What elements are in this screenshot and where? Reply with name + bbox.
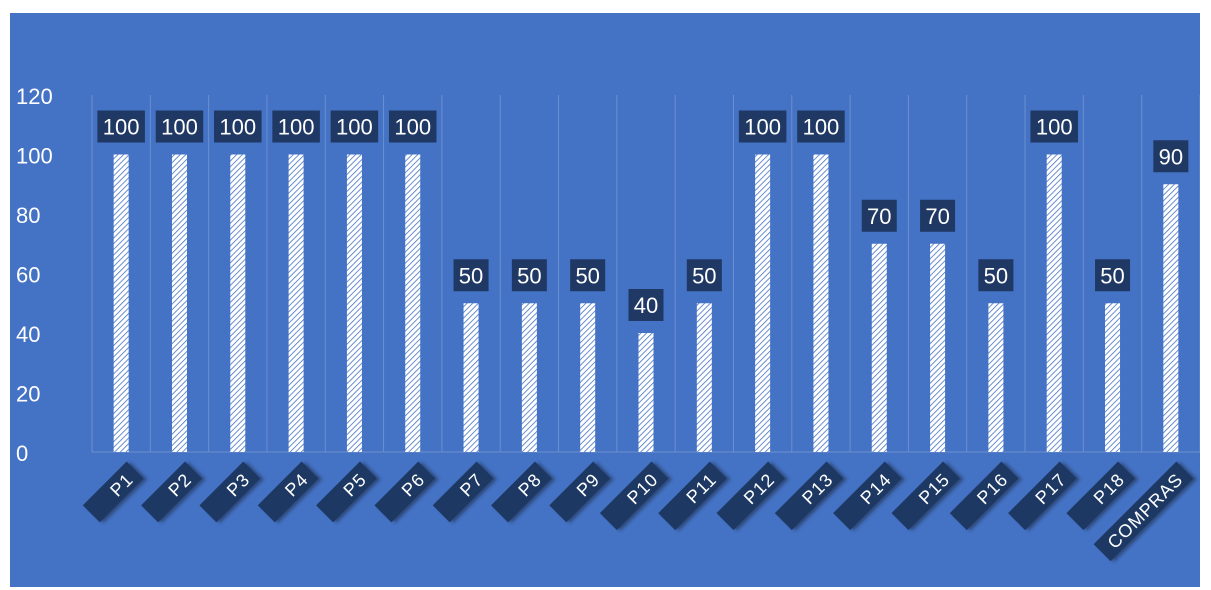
x-tick-label-box (774, 461, 844, 531)
data-label-box (1030, 110, 1078, 143)
x-tick-label-box (891, 461, 961, 531)
bar (113, 154, 129, 452)
bar (230, 154, 246, 452)
x-tick-label-box (374, 461, 436, 523)
x-tick-label-box (833, 461, 902, 531)
bar (988, 303, 1004, 452)
x-tick-label-box (491, 461, 552, 523)
x-tick-label: P5 (316, 461, 377, 523)
data-label: 100 (278, 115, 315, 140)
x-tick-label: P18 (1066, 461, 1136, 531)
data-label: 100 (219, 115, 256, 140)
bar (405, 154, 421, 452)
x-tick-label-box (1008, 461, 1077, 531)
data-label-box (920, 199, 956, 232)
data-label-box (628, 289, 664, 321)
bar (813, 154, 829, 452)
y-tick-label: 40 (16, 322, 40, 347)
data-label: 40 (634, 293, 658, 318)
y-tick-label: 20 (16, 382, 40, 407)
bar (463, 303, 479, 452)
x-tick-label-box (949, 461, 1019, 531)
data-label-box (686, 259, 722, 292)
data-label: 50 (984, 263, 1008, 288)
x-tick-label-box (257, 461, 319, 523)
data-label: 70 (925, 204, 949, 229)
x-tick-label: P7 (432, 461, 494, 523)
x-tick-label-box (1093, 461, 1194, 562)
data-label: 100 (161, 115, 198, 140)
y-tick-label: 60 (16, 263, 40, 288)
bar (1163, 184, 1179, 452)
data-label-box (978, 259, 1014, 292)
bar (288, 154, 304, 452)
data-label-box (155, 110, 204, 143)
data-label: 100 (394, 115, 431, 140)
data-label: 100 (103, 115, 140, 140)
x-tick-label-box (658, 461, 727, 531)
data-label: 100 (1036, 115, 1073, 140)
data-label-box (453, 259, 489, 292)
y-tick-label: 120 (16, 84, 53, 109)
data-label: 50 (459, 263, 483, 288)
data-label-box (797, 110, 845, 143)
bar (755, 154, 771, 452)
bar (930, 243, 946, 452)
x-tick-label-box (141, 461, 202, 523)
y-tick-label: 80 (16, 203, 40, 228)
x-tick-label: P2 (141, 461, 202, 523)
x-tick-label-box (316, 461, 377, 523)
data-label: 70 (867, 204, 891, 229)
data-label-box (97, 110, 145, 143)
data-label-box (388, 110, 437, 143)
bar (521, 303, 537, 452)
bar (638, 333, 654, 452)
data-label: 100 (744, 115, 781, 140)
bar (1046, 154, 1062, 452)
bar (580, 303, 596, 452)
bar (1105, 303, 1121, 452)
x-tick-label-box (82, 461, 144, 523)
data-label-box (570, 259, 606, 292)
y-tick-label: 100 (16, 144, 53, 169)
data-label-box (330, 110, 379, 143)
data-label: 90 (1159, 144, 1183, 169)
data-label-box (1095, 259, 1131, 292)
x-tick-label-box (432, 461, 494, 523)
data-label: 50 (1100, 263, 1124, 288)
bar (346, 154, 362, 452)
data-label: 50 (575, 263, 599, 288)
data-label: 50 (517, 263, 541, 288)
y-tick-label: 0 (16, 441, 28, 466)
bar (871, 243, 887, 452)
chart-container: 0 20 40 60 80 100 120 100 100 100 100 100 100 50 50 50… (10, 13, 1200, 587)
data-label: 50 (692, 263, 716, 288)
x-tick-label-box (549, 461, 611, 523)
data-label-box (511, 259, 547, 292)
data-label-box (1153, 140, 1189, 173)
data-label-box (738, 110, 787, 143)
bar (696, 303, 712, 452)
data-label-box (272, 110, 320, 143)
bar (171, 154, 187, 452)
x-tick-label-box (199, 461, 261, 523)
data-label: 100 (336, 115, 373, 140)
data-label-box (861, 199, 897, 232)
x-tick-label-box (1066, 461, 1136, 531)
data-label-box (214, 110, 262, 143)
x-tick-label-box (599, 461, 669, 531)
data-label: 100 (803, 115, 840, 140)
x-tick-label-box (716, 461, 786, 531)
bar-chart: 0 20 40 60 80 100 120 100 100 100 100 100 100 50 50 50… (10, 13, 1200, 587)
